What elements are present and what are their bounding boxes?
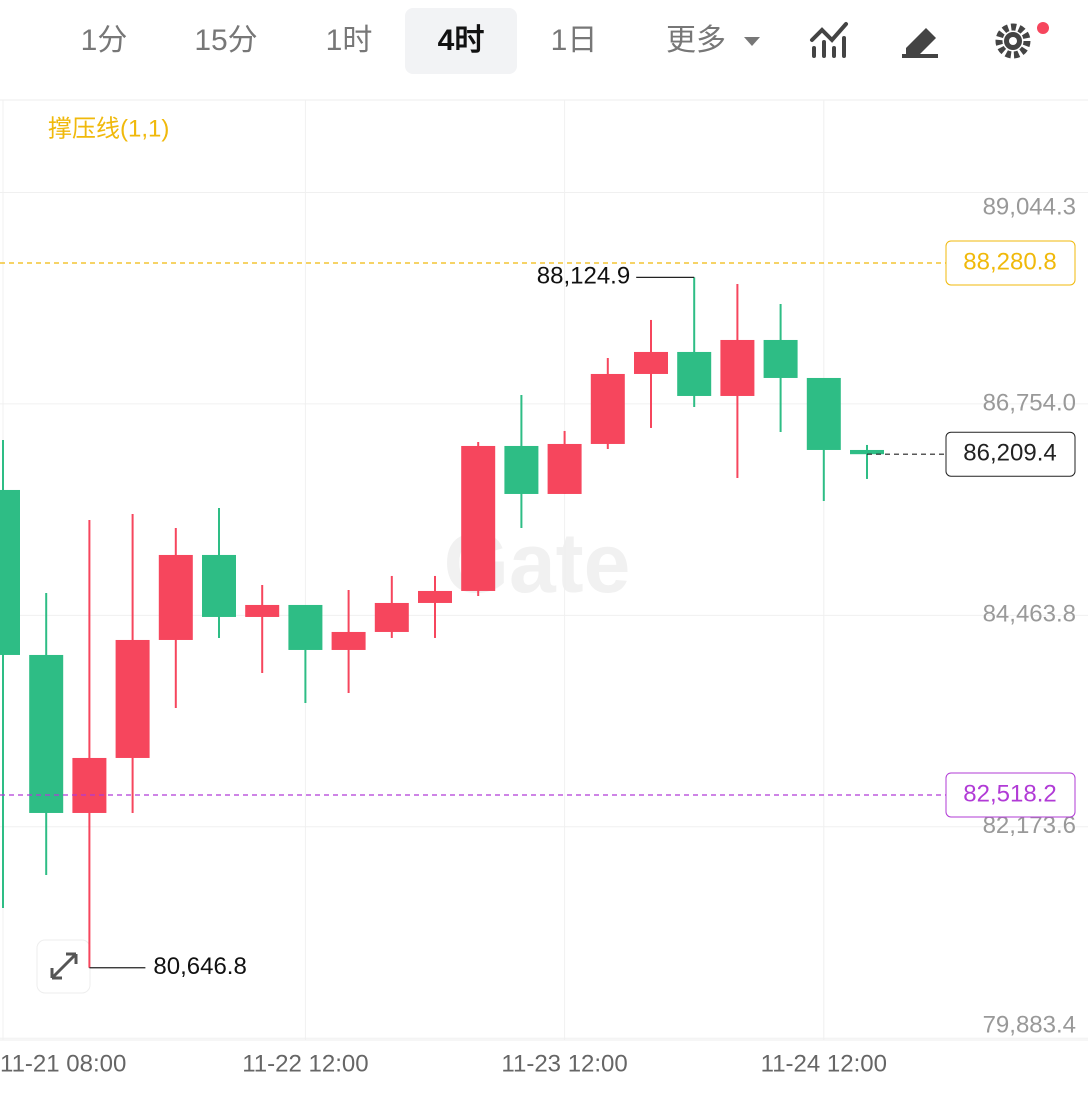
icon-gear-hole (1009, 37, 1017, 45)
dropdown-caret (744, 37, 760, 46)
y-tick-label: 84,463.8 (983, 601, 1076, 628)
candle-body (806, 377, 841, 450)
candle-body (72, 757, 107, 813)
candle-body (288, 604, 323, 650)
x-tick-label: 11-22 12:00 (242, 1050, 368, 1077)
price-tag-label: 86,209.4 (963, 440, 1056, 467)
annotation-label: 80,646.8 (153, 953, 246, 980)
candle-body (763, 339, 798, 378)
annotation-label: 88,124.9 (537, 263, 630, 290)
candle-body (115, 639, 150, 758)
icon-pen (906, 28, 936, 58)
tab[interactable]: 4时 (438, 24, 485, 57)
y-tick-label: 79,883.4 (983, 1011, 1076, 1038)
candle-body (158, 554, 193, 640)
candle-body (461, 445, 496, 591)
candle-body (29, 654, 64, 813)
x-tick-label: 11-21 08:00 (0, 1050, 126, 1077)
candle-body (504, 445, 539, 494)
notification-dot (1037, 22, 1049, 34)
tab[interactable]: 15分 (194, 24, 257, 57)
tab[interactable]: 更多 (666, 24, 726, 57)
candle-body (418, 590, 452, 603)
price-tag (945, 772, 1076, 818)
price-tag (945, 240, 1076, 286)
candle-body (634, 351, 668, 374)
settings-icon[interactable] (995, 22, 1049, 59)
candle-body (202, 554, 236, 617)
candle-body (547, 443, 582, 494)
icon-line (810, 22, 848, 43)
indicator-label: 撑压线(1,1) (48, 115, 169, 142)
candle-body (590, 373, 625, 444)
tab[interactable]: 1时 (326, 24, 373, 57)
icon-gear (995, 23, 1031, 59)
candle-body (850, 449, 884, 455)
candle-body (677, 351, 712, 396)
price-tag (945, 431, 1076, 477)
tab[interactable]: 1日 (551, 24, 598, 57)
price-tag-label: 88,280.8 (963, 248, 1056, 275)
candle-body (245, 604, 280, 617)
candle-body (331, 631, 366, 650)
x-tick-label: 11-24 12:00 (761, 1050, 887, 1077)
candle-body (374, 602, 409, 632)
expand-arrows (50, 952, 78, 980)
indicator-icon[interactable] (810, 22, 848, 58)
icon-underline (902, 54, 938, 58)
candle-body (0, 489, 20, 655)
draw-icon[interactable] (902, 28, 938, 58)
price-tag-label: 82,518.2 (963, 780, 1056, 807)
y-tick-label: 89,044.3 (983, 193, 1076, 220)
x-tick-label: 11-23 12:00 (501, 1050, 627, 1077)
expand-button[interactable] (36, 939, 91, 994)
y-tick-label: 86,754.0 (983, 389, 1076, 416)
tab-active-bg (405, 8, 517, 74)
tab[interactable]: 1分 (81, 24, 128, 57)
candle-body (720, 339, 755, 396)
